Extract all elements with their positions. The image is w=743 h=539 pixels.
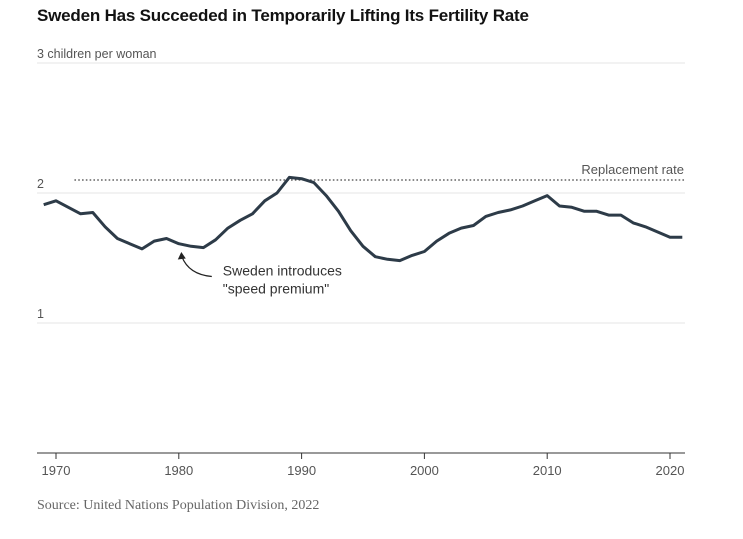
annotation: Sweden introduces "speed premium"	[177, 252, 342, 297]
source-note: Source: United Nations Population Divisi…	[37, 498, 320, 513]
annotation-arrow	[181, 256, 212, 278]
annotation-arrowhead	[177, 252, 186, 260]
x-tick-label-1980: 1980	[164, 463, 193, 478]
x-tick-label-2020: 2020	[656, 463, 685, 478]
replacement-rate-label: Replacement rate	[581, 162, 684, 177]
y-tick-label-3: 3 children per woman	[37, 47, 157, 61]
gridlines	[37, 62, 685, 324]
series-lines	[43, 175, 683, 263]
series-points	[42, 176, 684, 262]
x-tick-label-2010: 2010	[533, 463, 562, 478]
series-line-0	[43, 175, 683, 263]
y-axis-labels: 3 children per woman 2 1	[37, 47, 157, 321]
x-tick-label-2000: 2000	[410, 463, 439, 478]
y-tick-label-1: 1	[37, 307, 44, 321]
x-axis: 1970 1980 1990 2000 2010 2020	[37, 452, 685, 478]
annotation-text-line-1: Sweden introduces	[223, 263, 342, 279]
chart-title: Sweden Has Succeeded in Temporarily Lift…	[37, 6, 529, 25]
replacement-rate-line: Replacement rate	[74, 162, 685, 181]
y-tick-label-2: 2	[37, 177, 44, 191]
x-tick-label-1970: 1970	[42, 463, 71, 478]
annotation-text-line-2: "speed premium"	[223, 281, 329, 297]
x-tick-label-1990: 1990	[287, 463, 316, 478]
